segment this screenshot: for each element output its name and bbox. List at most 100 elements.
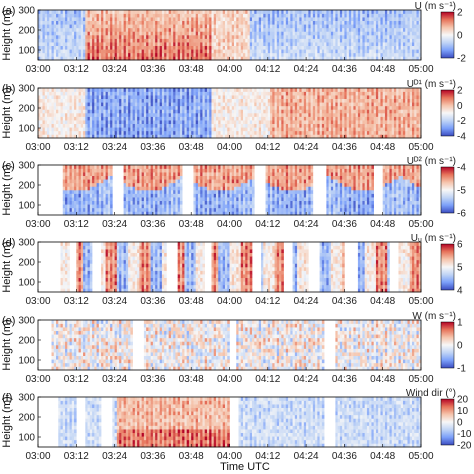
heatmap-cell [85, 20, 88, 25]
heatmap-cell [245, 35, 248, 39]
heatmap-cell [236, 27, 239, 32]
heatmap-cell [47, 24, 50, 29]
heatmap-cell [148, 88, 151, 92]
heatmap-cell [405, 123, 408, 128]
heatmap-cell [254, 98, 257, 103]
heatmap-cell [177, 109, 181, 114]
heatmap-cell [38, 42, 41, 47]
heatmap-cell [107, 88, 111, 92]
heatmap-cell [58, 134, 61, 139]
heatmap-cell [94, 38, 97, 43]
heatmap-cell [312, 113, 316, 117]
heatmap-cell [344, 127, 347, 132]
heatmap-cell [94, 20, 97, 25]
heatmap-cell [265, 109, 269, 114]
heatmap-cell [215, 102, 219, 107]
heatmap-cell [407, 31, 411, 36]
heatmap-cell [67, 134, 70, 139]
heatmap-cell [161, 91, 165, 96]
heatmap-cell [215, 95, 219, 100]
heatmap-cell [123, 45, 127, 50]
heatmap-cell [177, 17, 181, 22]
heatmap-cell [270, 134, 273, 139]
heatmap-cell [351, 31, 354, 36]
heatmap-cell [414, 123, 417, 128]
heatmap-cell [175, 35, 178, 39]
heatmap-cell [123, 38, 127, 43]
heatmap-cell [175, 95, 178, 100]
heatmap-cell [351, 49, 354, 54]
heatmap-cell [173, 123, 176, 128]
heatmap-cell [121, 134, 124, 139]
heatmap-cell [83, 42, 86, 47]
heatmap-cell [281, 35, 284, 39]
heatmap-cell [193, 127, 196, 132]
heatmap-cell [371, 116, 374, 121]
heatmap-cell [166, 91, 169, 96]
heatmap-cell [267, 52, 271, 57]
heatmap-cell [60, 27, 64, 32]
heatmap-cell [362, 134, 365, 139]
heatmap-cell [301, 35, 305, 39]
heatmap-cell [418, 20, 422, 25]
heatmap-cell [121, 27, 124, 32]
panel-letter: (c) [2, 160, 15, 172]
heatmap-cell [281, 20, 284, 25]
heatmap-cell [369, 130, 372, 135]
heatmap-cell [283, 31, 287, 36]
heatmap-cell [236, 35, 239, 39]
heatmap-cell [164, 120, 167, 125]
heatmap-cell [328, 127, 332, 132]
heatmap-cell [128, 127, 131, 132]
heatmap-cell [234, 109, 237, 114]
heatmap-cell [360, 102, 363, 107]
heatmap-cell [38, 109, 41, 114]
heatmap-cell [110, 27, 113, 32]
heatmap-cell [267, 116, 271, 121]
heatmap-cell [101, 134, 104, 139]
heatmap-cell [261, 49, 264, 54]
heatmap-cell [371, 105, 374, 110]
heatmap-cell [173, 31, 176, 36]
heatmap-cell [184, 31, 187, 36]
heatmap-cell [276, 95, 280, 100]
heatmap-cell [116, 127, 120, 132]
heatmap-cell [157, 27, 160, 32]
heatmap-cell [362, 42, 365, 47]
heatmap-cell [337, 127, 341, 132]
heatmap-cell [215, 105, 219, 110]
heatmap-cell [110, 134, 113, 139]
heatmap-cell [252, 10, 255, 14]
heatmap-cell [218, 98, 221, 103]
heatmap-cell [107, 31, 111, 36]
heatmap-cell [76, 116, 79, 121]
heatmap-cell [206, 98, 210, 103]
heatmap-cell [234, 27, 237, 32]
heatmap-cell [285, 27, 289, 32]
heatmap-cell [387, 105, 390, 110]
heatmap-cell [243, 17, 246, 22]
heatmap-cell [164, 91, 167, 96]
heatmap-cell [409, 17, 413, 22]
heatmap-cell [209, 88, 212, 92]
heatmap-cell [387, 38, 390, 43]
heatmap-cell [215, 127, 219, 132]
heatmap-cell [143, 88, 147, 92]
heatmap-cell [105, 88, 109, 92]
heatmap-cell [301, 88, 305, 92]
heatmap-cell [202, 52, 206, 57]
heatmap-cell [357, 105, 361, 110]
heatmap-cell [78, 38, 82, 43]
heatmap-cell [182, 27, 185, 32]
heatmap-cell [362, 27, 365, 32]
heatmap-cell [396, 45, 399, 50]
heatmap-cell [67, 56, 70, 61]
heatmap-cell [261, 45, 264, 50]
heatmap-cell [148, 130, 151, 135]
heatmap-cell [137, 120, 140, 125]
heatmap-cell [92, 91, 95, 96]
heatmap-cell [164, 27, 167, 32]
heatmap-cell [326, 116, 329, 121]
heatmap-cell [83, 109, 86, 114]
heatmap-cell [110, 31, 113, 36]
